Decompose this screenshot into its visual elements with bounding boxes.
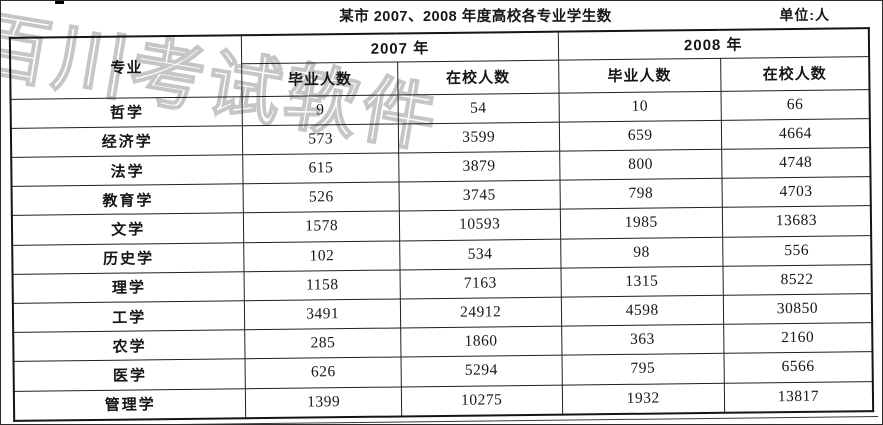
- students-by-major-table: 专业 2007 年 2008 年 毕业人数 在校人数 毕业人数 在校人数 哲学 9…: [8, 27, 875, 422]
- value-cell: 98: [560, 236, 723, 268]
- major-cell: 管理学: [13, 388, 247, 421]
- value-cell: 798: [559, 178, 723, 210]
- value-cell: 24912: [400, 297, 562, 329]
- value-cell: 4598: [560, 295, 724, 327]
- value-cell: 4703: [721, 176, 871, 208]
- value-cell: 1315: [560, 266, 724, 298]
- major-cell: 教育学: [11, 183, 244, 216]
- value-cell: 1860: [400, 326, 562, 358]
- value-cell: 13683: [722, 205, 872, 237]
- major-cell: 经济学: [10, 125, 244, 158]
- value-cell: 526: [243, 182, 400, 214]
- value-cell: 4748: [721, 147, 871, 179]
- value-cell: 659: [558, 120, 722, 152]
- value-cell: 1932: [561, 382, 725, 415]
- data-table-wrap: 专业 2007 年 2008 年 毕业人数 在校人数 毕业人数 在校人数 哲学 9…: [8, 27, 875, 422]
- value-cell: 3745: [398, 180, 560, 212]
- col-header-2008-graduates: 毕业人数: [558, 57, 721, 93]
- major-cell: 法学: [11, 154, 244, 187]
- value-cell: 2160: [723, 322, 873, 354]
- col-header-2008-enrolled: 在校人数: [720, 56, 870, 91]
- major-cell: 文学: [11, 213, 245, 245]
- value-cell: 3879: [398, 151, 560, 183]
- value-cell: 66: [720, 89, 870, 121]
- major-cell: 哲学: [10, 96, 243, 129]
- value-cell: 795: [561, 353, 725, 385]
- unit-label: 单位:人: [779, 7, 830, 23]
- value-cell: 9: [242, 94, 399, 126]
- table-body: 哲学 9 54 10 66 经济学 573 3599 659 4664 法学 615 3879 800 47…: [10, 89, 874, 421]
- value-cell: 13817: [724, 381, 874, 413]
- col-header-2007-enrolled: 在校人数: [397, 59, 559, 95]
- value-cell: 626: [245, 357, 402, 389]
- col-header-year-2007: 2007 年: [241, 31, 559, 64]
- value-cell: 1158: [244, 269, 401, 301]
- value-cell: 363: [561, 324, 724, 356]
- value-cell: 30850: [723, 293, 873, 325]
- table-header: 专业 2007 年 2008 年 毕业人数 在校人数 毕业人数 在校人数: [9, 28, 870, 99]
- col-header-year-2008: 2008 年: [557, 28, 870, 60]
- major-cell: 农学: [13, 329, 246, 362]
- value-cell: 4664: [721, 118, 871, 150]
- value-cell: 573: [242, 123, 399, 155]
- value-cell: 556: [722, 235, 872, 267]
- value-cell: 8522: [722, 264, 872, 296]
- value-cell: 102: [244, 240, 400, 272]
- value-cell: 1399: [245, 386, 402, 419]
- major-cell: 工学: [12, 300, 246, 333]
- value-cell: 285: [245, 328, 401, 360]
- major-cell: 理学: [12, 271, 245, 304]
- value-cell: 1578: [243, 211, 400, 243]
- value-cell: 10: [558, 90, 722, 122]
- value-cell: 10275: [401, 384, 563, 417]
- value-cell: 800: [559, 149, 722, 181]
- value-cell: 6566: [723, 351, 873, 383]
- value-cell: 10593: [399, 209, 561, 241]
- col-header-major: 专业: [9, 35, 243, 99]
- major-cell: 历史学: [12, 242, 245, 275]
- value-cell: 534: [399, 238, 561, 270]
- scan-artifact-tick: [55, 1, 64, 4]
- value-cell: 54: [397, 92, 559, 124]
- document-title: 某市 2007、2008 年度高校各专业学生数: [339, 9, 612, 25]
- value-cell: 7163: [399, 267, 561, 299]
- value-cell: 3599: [398, 121, 560, 153]
- major-cell: 医学: [13, 359, 246, 391]
- value-cell: 3491: [244, 298, 401, 330]
- col-header-2007-graduates: 毕业人数: [242, 61, 398, 97]
- value-cell: 1985: [559, 207, 723, 239]
- value-cell: 615: [243, 152, 399, 184]
- value-cell: 5294: [400, 355, 562, 387]
